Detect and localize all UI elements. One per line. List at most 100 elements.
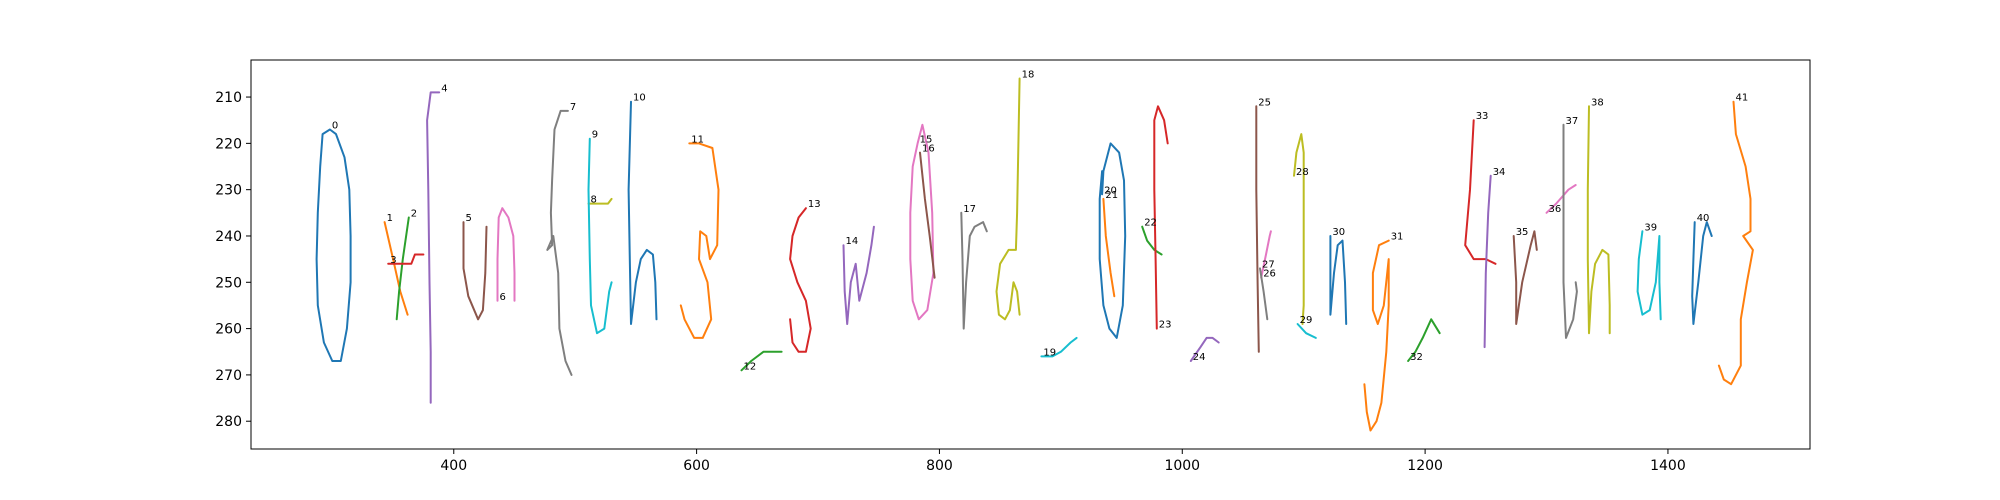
stroke-label-21: 21	[1105, 190, 1118, 201]
stroke-28	[1293, 133, 1305, 325]
stroke-9	[587, 137, 613, 335]
x-tick-label-5: 1400	[1650, 458, 1686, 474]
stroke-41	[1717, 100, 1754, 386]
stroke-label-14: 14	[846, 236, 859, 247]
stroke-16	[919, 151, 936, 279]
y-tick-label-4: 250	[215, 275, 242, 291]
stroke-label-24: 24	[1193, 352, 1206, 363]
stroke-24	[1189, 336, 1220, 362]
y-tick-label-6: 270	[215, 368, 242, 384]
stroke-15	[909, 123, 935, 321]
stroke-30	[1329, 235, 1348, 325]
stroke-label-36: 36	[1549, 204, 1562, 215]
stroke-35	[1512, 230, 1538, 325]
stroke-26	[1260, 230, 1272, 279]
stroke-27	[1259, 267, 1269, 321]
stroke-2	[395, 216, 410, 321]
stroke-38	[1586, 105, 1611, 335]
stroke-label-35: 35	[1516, 227, 1529, 238]
stroke-11	[679, 142, 720, 339]
stroke-14	[842, 225, 875, 325]
stroke-label-10: 10	[633, 93, 646, 104]
stroke-19	[1040, 336, 1078, 358]
x-tick-label-2: 800	[926, 458, 953, 474]
stroke-label-29: 29	[1300, 315, 1313, 326]
stroke-6	[496, 207, 516, 302]
stroke-label-41: 41	[1736, 93, 1749, 104]
stroke-label-27: 27	[1262, 259, 1275, 270]
stroke-label-31: 31	[1391, 232, 1404, 243]
stroke-label-39: 39	[1644, 222, 1657, 233]
stroke-20	[1098, 142, 1127, 339]
stroke-label-32: 32	[1410, 352, 1423, 363]
stroke-label-3: 3	[390, 255, 396, 266]
stroke-label-16: 16	[922, 144, 935, 155]
stroke-8	[587, 197, 613, 205]
y-tick-label-7: 280	[215, 414, 242, 430]
stroke-label-26: 26	[1263, 269, 1276, 280]
stroke-22	[1141, 225, 1163, 256]
stroke-label-1: 1	[387, 213, 393, 224]
stroke-13	[789, 207, 812, 353]
stroke-label-7: 7	[570, 102, 576, 113]
stroke-label-4: 4	[441, 83, 447, 94]
stroke-21	[1102, 197, 1116, 298]
stroke-label-5: 5	[466, 213, 472, 224]
stroke-7	[546, 109, 573, 376]
y-axis: 210 220 230 240 250 260 270 280	[215, 90, 251, 430]
stroke-labels-layer: 01 23456789101112131415161718192021222324…	[332, 70, 1748, 373]
y-tick-label-5: 260	[215, 322, 242, 338]
stroke-label-30: 30	[1332, 227, 1345, 238]
stroke-0	[315, 128, 352, 362]
y-tick-label-3: 240	[215, 229, 242, 245]
stroke-33	[1464, 119, 1497, 265]
x-axis: 400 600 800 1000 1200 1400	[440, 449, 1686, 474]
stroke-4	[426, 91, 441, 404]
stroke-17	[960, 211, 988, 330]
stroke-label-8: 8	[591, 195, 597, 206]
strokes-layer	[315, 77, 1754, 432]
y-tick-label-2: 230	[215, 183, 242, 199]
stroke-label-18: 18	[1022, 70, 1035, 81]
stroke-label-6: 6	[500, 292, 506, 303]
x-tick-label-3: 1000	[1164, 458, 1200, 474]
stroke-34	[1483, 174, 1492, 349]
stroke-label-13: 13	[808, 199, 821, 210]
stroke-label-17: 17	[963, 204, 976, 215]
stroke-36	[1545, 184, 1577, 214]
stroke-label-37: 37	[1566, 116, 1579, 127]
y-tick-label-0: 210	[215, 90, 242, 106]
stroke-label-23: 23	[1159, 320, 1172, 331]
stroke-label-38: 38	[1591, 97, 1604, 108]
stroke-label-0: 0	[332, 121, 338, 132]
stroke-label-22: 22	[1144, 218, 1157, 229]
stroke-1	[383, 221, 409, 316]
y-tick-label-1: 220	[215, 136, 242, 152]
stroke-label-28: 28	[1296, 167, 1309, 178]
stroke-25	[1255, 105, 1260, 353]
stroke-label-2: 2	[411, 209, 417, 220]
stroke-label-15: 15	[920, 134, 933, 145]
stroke-label-11: 11	[691, 134, 704, 145]
stroke-37	[1562, 123, 1578, 339]
stroke-label-40: 40	[1697, 213, 1710, 224]
stroke-12	[740, 350, 783, 372]
stroke-23	[1153, 105, 1169, 330]
stroke-label-20: 20	[1104, 185, 1117, 196]
stroke-label-33: 33	[1476, 111, 1489, 122]
x-tick-label-1: 600	[683, 458, 710, 474]
stroke-5	[462, 221, 488, 321]
stroke-label-34: 34	[1493, 167, 1506, 178]
stroke-39	[1636, 230, 1662, 321]
stroke-18	[995, 77, 1021, 321]
stroke-label-19: 19	[1043, 347, 1056, 358]
stroke-29	[1296, 323, 1317, 339]
stroke-32	[1407, 318, 1441, 362]
stroke-label-9: 9	[592, 130, 598, 141]
stroke-3	[387, 253, 425, 265]
stroke-10	[627, 100, 658, 325]
x-tick-label-4: 1200	[1407, 458, 1443, 474]
stroke-40	[1691, 221, 1713, 325]
stroke-label-12: 12	[744, 361, 757, 372]
